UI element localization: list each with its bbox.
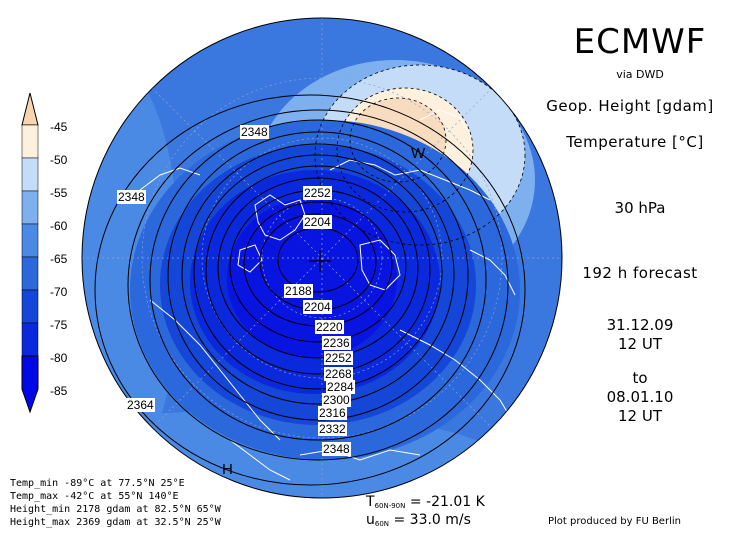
height-contours: [94, 94, 526, 486]
height-label: 2348: [118, 190, 145, 204]
colorbar-tick: -55: [50, 186, 68, 200]
colorbar-tick: -75: [50, 318, 68, 332]
height-label: 2252: [304, 186, 331, 200]
colorbar-tick: -70: [50, 285, 68, 299]
colorbar-tick: -65: [50, 252, 68, 266]
height-label: 2204: [304, 300, 331, 314]
temperature-label: Temperature [°C]: [566, 133, 704, 151]
colorbar-tick: -85: [50, 384, 68, 398]
graticule: [82, 18, 562, 498]
height-labels: 2348 2348 2252 2204 2188 2204 2220 2236 …: [117, 125, 356, 456]
init-date: 31.12.09: [606, 316, 674, 334]
valid-hour: 12 UT: [618, 407, 662, 425]
model-title: ECMWF: [573, 22, 707, 62]
high-center-label: H: [222, 461, 233, 478]
init-time: 31.12.09 12 UT: [560, 316, 720, 354]
temperature-anomaly: T60N-90N = -21.01 K: [366, 494, 485, 510]
t-value: = -21.01 K: [409, 494, 485, 510]
valid-time: to 08.01.10 12 UT: [560, 369, 720, 426]
to-word: to: [632, 369, 648, 387]
credit-line: Plot produced by FU Berlin: [548, 516, 681, 527]
u-value: = 33.0 m/s: [393, 512, 471, 528]
height-label: 2252: [325, 351, 352, 365]
height-max-stat: Height_max 2369 gdam at 32.5°N 25°W: [10, 517, 221, 528]
colorbar-tick: -60: [50, 219, 68, 233]
height-label: 2268: [325, 367, 352, 381]
height-label: 2316: [319, 406, 346, 420]
warm-center-label: W: [411, 145, 426, 162]
height-label: 2188: [285, 284, 312, 298]
temp-min-stat: Temp_min -89°C at 77.5°N 25°E: [10, 478, 185, 489]
height-label: 2348: [323, 442, 350, 456]
colorbar-tick: -50: [50, 153, 68, 167]
pressure-level: 30 hPa: [614, 199, 666, 217]
temperature-field: [82, 18, 562, 498]
init-hour: 12 UT: [618, 335, 662, 353]
height-min-stat: Height_min 2178 gdam at 82.5°N 65°W: [10, 504, 221, 515]
colorbar-tick: -45: [50, 120, 68, 134]
height-label: 2236: [323, 336, 350, 350]
map-border: [81, 17, 563, 499]
model-source: via DWD: [616, 68, 664, 81]
colorbar-tick: -80: [50, 351, 68, 365]
t-symbol: T: [366, 494, 375, 510]
height-label: 2348: [241, 125, 268, 139]
u-symbol: u: [366, 512, 375, 528]
height-label: 2284: [327, 380, 354, 394]
geopotential-label: Geop. Height [gdam]: [546, 97, 714, 115]
height-label: 2220: [316, 320, 343, 334]
height-label: 2300: [323, 393, 350, 407]
forecast-length: 192 h forecast: [582, 264, 698, 282]
colorbar: -45 -50 -55 -60 -65 -70 -75 -80 -85: [21, 92, 68, 414]
height-label: 2364: [127, 398, 154, 412]
height-label: 2332: [319, 422, 346, 436]
height-label: 2204: [304, 215, 331, 229]
zonal-wind: u60N = 33.0 m/s: [366, 512, 471, 528]
t-subscript: 60N-90N: [374, 502, 406, 510]
valid-date: 08.01.10: [606, 388, 674, 406]
u-subscript: 60N: [374, 520, 390, 528]
temp-max-stat: Temp_max -42°C at 55°N 140°E: [10, 491, 179, 502]
